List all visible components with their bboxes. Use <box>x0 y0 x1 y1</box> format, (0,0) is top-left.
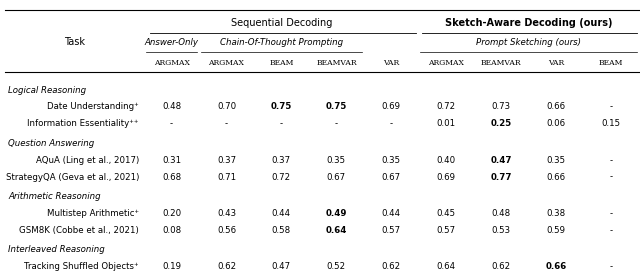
Text: 0.69: 0.69 <box>437 172 456 182</box>
Text: 0.31: 0.31 <box>162 156 181 165</box>
Text: ARGMAX: ARGMAX <box>154 58 189 67</box>
Text: 0.66: 0.66 <box>547 172 566 182</box>
Text: -: - <box>610 226 612 235</box>
Text: 0.71: 0.71 <box>217 172 236 182</box>
Text: 0.73: 0.73 <box>492 102 511 112</box>
Text: Prompt Sketching (ours): Prompt Sketching (ours) <box>476 38 581 47</box>
Text: 0.67: 0.67 <box>327 172 346 182</box>
Text: VAR: VAR <box>548 58 564 67</box>
Text: 0.08: 0.08 <box>162 226 181 235</box>
Text: -: - <box>170 119 173 128</box>
Text: 0.62: 0.62 <box>492 262 511 271</box>
Text: 0.53: 0.53 <box>492 226 511 235</box>
Text: ARGMAX: ARGMAX <box>209 58 244 67</box>
Text: 0.35: 0.35 <box>327 156 346 165</box>
Text: 0.37: 0.37 <box>217 156 236 165</box>
Text: 0.56: 0.56 <box>217 226 236 235</box>
Text: Sequential Decoding: Sequential Decoding <box>231 18 332 28</box>
Text: -: - <box>610 209 612 218</box>
Text: BEAM: BEAM <box>269 58 294 67</box>
Text: Answer-Only: Answer-Only <box>145 38 198 47</box>
Text: 0.35: 0.35 <box>547 156 566 165</box>
Text: 0.06: 0.06 <box>547 119 566 128</box>
Text: 0.75: 0.75 <box>326 102 347 112</box>
Text: Tracking Shuffled Objects⁺: Tracking Shuffled Objects⁺ <box>24 262 139 271</box>
Text: BEAM: BEAM <box>599 58 623 67</box>
Text: 0.20: 0.20 <box>162 209 181 218</box>
Text: Interleaved Reasoning: Interleaved Reasoning <box>8 245 105 255</box>
Text: 0.68: 0.68 <box>162 172 181 182</box>
Text: 0.38: 0.38 <box>547 209 566 218</box>
Text: 0.25: 0.25 <box>491 119 512 128</box>
Text: 0.58: 0.58 <box>272 226 291 235</box>
Text: -: - <box>280 119 283 128</box>
Text: 0.69: 0.69 <box>382 102 401 112</box>
Text: 0.57: 0.57 <box>436 226 456 235</box>
Text: Date Understanding⁺: Date Understanding⁺ <box>47 102 139 112</box>
Text: 0.47: 0.47 <box>490 156 512 165</box>
Text: 0.35: 0.35 <box>382 156 401 165</box>
Text: VAR: VAR <box>383 58 399 67</box>
Text: 0.48: 0.48 <box>162 102 181 112</box>
Text: 0.72: 0.72 <box>436 102 456 112</box>
Text: BEAMVAR: BEAMVAR <box>316 58 356 67</box>
Text: 0.37: 0.37 <box>272 156 291 165</box>
Text: 0.77: 0.77 <box>490 172 512 182</box>
Text: Information Essentiality⁺⁺: Information Essentiality⁺⁺ <box>28 119 139 128</box>
Text: 0.75: 0.75 <box>271 102 292 112</box>
Text: 0.40: 0.40 <box>436 156 456 165</box>
Text: Chain-Of-Thought Prompting: Chain-Of-Thought Prompting <box>220 38 343 47</box>
Text: 0.43: 0.43 <box>217 209 236 218</box>
Text: Question Answering: Question Answering <box>8 139 95 148</box>
Text: -: - <box>610 262 612 271</box>
Text: StrategyQA (Geva et al., 2021): StrategyQA (Geva et al., 2021) <box>6 172 139 182</box>
Text: -: - <box>610 156 612 165</box>
Text: 0.44: 0.44 <box>272 209 291 218</box>
Text: 0.70: 0.70 <box>217 102 236 112</box>
Text: 0.49: 0.49 <box>326 209 347 218</box>
Text: -: - <box>610 102 612 112</box>
Text: BEAMVAR: BEAMVAR <box>481 58 522 67</box>
Text: 0.62: 0.62 <box>382 262 401 271</box>
Text: 0.66: 0.66 <box>546 262 567 271</box>
Text: Logical Reasoning: Logical Reasoning <box>8 85 86 95</box>
Text: 0.19: 0.19 <box>162 262 181 271</box>
Text: 0.72: 0.72 <box>272 172 291 182</box>
Text: 0.59: 0.59 <box>547 226 566 235</box>
Text: 0.52: 0.52 <box>327 262 346 271</box>
Text: 0.47: 0.47 <box>272 262 291 271</box>
Text: -: - <box>390 119 393 128</box>
Text: Multistep Arithmetic⁺: Multistep Arithmetic⁺ <box>47 209 139 218</box>
Text: -: - <box>610 172 612 182</box>
Text: 0.45: 0.45 <box>436 209 456 218</box>
Text: 0.64: 0.64 <box>436 262 456 271</box>
Text: Arithmetic Reasoning: Arithmetic Reasoning <box>8 192 101 201</box>
Text: AQuA (Ling et al., 2017): AQuA (Ling et al., 2017) <box>36 156 139 165</box>
Text: 0.66: 0.66 <box>547 102 566 112</box>
Text: 0.57: 0.57 <box>382 226 401 235</box>
Text: 0.48: 0.48 <box>492 209 511 218</box>
Text: 0.64: 0.64 <box>326 226 347 235</box>
Text: Task: Task <box>64 37 85 47</box>
Text: 0.62: 0.62 <box>217 262 236 271</box>
Text: -: - <box>225 119 228 128</box>
Text: GSM8K (Cobbe et al., 2021): GSM8K (Cobbe et al., 2021) <box>19 226 139 235</box>
Text: 0.44: 0.44 <box>382 209 401 218</box>
Text: 0.01: 0.01 <box>436 119 456 128</box>
Text: ARGMAX: ARGMAX <box>428 58 464 67</box>
Text: -: - <box>335 119 338 128</box>
Text: Sketch-Aware Decoding (ours): Sketch-Aware Decoding (ours) <box>445 18 612 28</box>
Text: 0.67: 0.67 <box>382 172 401 182</box>
Text: 0.15: 0.15 <box>602 119 621 128</box>
